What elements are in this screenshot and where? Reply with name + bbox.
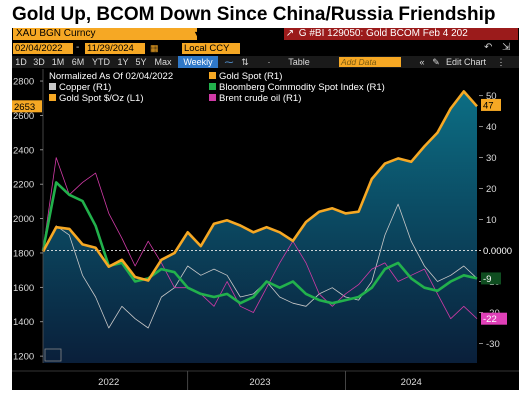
currency-select[interactable]: Local CCY <box>182 43 240 54</box>
y-left-tick-label: 2400 <box>13 145 34 156</box>
y-left-tick-label: 1800 <box>13 248 34 259</box>
end-date-field[interactable]: 11/29/2024 <box>85 43 145 54</box>
x-tick-label: 2023 <box>249 377 270 388</box>
copper-swatch <box>49 82 56 90</box>
y-left-tick-label: 1400 <box>13 317 34 328</box>
x-tick-label: 2022 <box>98 377 119 388</box>
brent-swatch <box>209 93 216 101</box>
chart-legend: Normalized As Of 02/04/2022 Gold Spot (R… <box>49 71 399 111</box>
gold-left-value-tag-box <box>12 100 42 113</box>
tab-3d[interactable]: 3D <box>33 57 45 67</box>
legend-label: Gold Spot $/Oz (L1) <box>59 93 144 104</box>
y-right-tick-label: 30 <box>486 153 497 164</box>
legend-label: Copper (R1) <box>59 82 112 93</box>
options-icon[interactable]: ⋮ <box>496 57 506 67</box>
export-icon[interactable]: ⇲ <box>502 42 511 53</box>
chart-title-bar: ↗ G #BI 129050: Gold BCOM Feb 4 202 <box>284 28 518 40</box>
legend-brent: Brent crude oil (R1) <box>209 93 301 104</box>
more-icon[interactable]: · <box>267 57 271 67</box>
add-data-input[interactable]: Add Data <box>339 57 401 67</box>
bloomberg-terminal: XAU BGN Curncy ▼ ↗ G #BI 129050: Gold BC… <box>12 28 519 390</box>
chart-type-mini-icon <box>44 348 62 362</box>
brent-right-value-tag: -22 <box>483 314 497 325</box>
gold-swatch <box>209 71 216 79</box>
toolbar: 1D 3D 1M 6M YTD 1Y 5Y Max Weekly ⁓ ⇅ · T… <box>12 56 519 68</box>
settings-icon[interactable]: ↗ <box>285 28 295 39</box>
bcom-swatch <box>209 82 216 90</box>
y-left-tick-label: 2200 <box>13 180 34 191</box>
chart-id-label: G #BI 129050: Gold BCOM Feb 4 202 <box>298 28 468 39</box>
y-right-tick-label: 10 <box>486 215 497 226</box>
gold-line <box>41 90 478 282</box>
table-button[interactable]: Table <box>288 57 310 67</box>
tab-1m[interactable]: 1M <box>51 57 65 67</box>
gold-left-value-tag: 2653 <box>14 102 35 113</box>
legend-gold-r1: Gold Spot (R1) <box>209 71 282 82</box>
compare-icon[interactable]: ⇅ <box>241 57 249 67</box>
brent-right-value-tag-box <box>481 312 507 325</box>
chart-type-icon[interactable]: ⁓ <box>224 57 234 67</box>
bcom-right-value-tag-box <box>481 272 501 285</box>
tab-1d[interactable]: 1D <box>15 57 27 67</box>
date-bar: 02/04/2022 - 11/29/2024 ▦ Local CCY ↶ ⇲ <box>12 42 519 55</box>
tab-ytd[interactable]: YTD <box>92 57 110 67</box>
tab-max[interactable]: Max <box>154 57 172 67</box>
tab-1y[interactable]: 1Y <box>117 57 129 67</box>
gold-area-fill <box>43 91 477 364</box>
x-tick-label: 2024 <box>401 377 422 388</box>
chart-plot: 1200 1400 1600 1800 2000 2200 2400 2600 2800 -30 -… <box>12 69 519 390</box>
legend-label: Bloomberg Commodity Spot Index (R1) <box>219 82 385 93</box>
y-left-tick-label: 2800 <box>13 77 34 88</box>
legend-copper: Copper (R1) <box>49 82 111 93</box>
page-title: Gold Up, BCOM Down Since China/Russia Fr… <box>12 4 496 25</box>
bcom-right-value-tag: -9 <box>483 274 491 285</box>
y-right-tick-label: 20 <box>486 184 497 195</box>
start-date-field[interactable]: 02/04/2022 <box>13 43 73 54</box>
legend-gold-l1: Gold Spot $/Oz (L1) <box>49 93 143 104</box>
y-right-tick-label: 40 <box>486 122 497 133</box>
zero-value-tag-box <box>481 244 518 257</box>
y-right-tick-label: 50 <box>486 91 497 102</box>
collapse-icon[interactable]: « <box>419 57 425 67</box>
header-bar: XAU BGN Curncy ▼ ↗ G #BI 129050: Gold BC… <box>12 28 519 41</box>
frequency-select[interactable]: Weekly <box>178 56 218 68</box>
brent-line <box>42 157 478 320</box>
undo-icon[interactable]: ↶ <box>484 42 493 53</box>
calendar-icon[interactable]: ▦ <box>150 43 159 53</box>
tab-6m[interactable]: 6M <box>71 57 85 67</box>
edit-icon[interactable]: ✎ <box>432 57 440 67</box>
tab-5y[interactable]: 5Y <box>135 57 147 67</box>
gold-right-value-tag: 47 <box>483 100 494 111</box>
y-right-tick-label: -30 <box>486 339 500 350</box>
dropdown-arrow-icon[interactable]: ▼ <box>193 29 202 39</box>
y-left-tick-label: 1600 <box>13 283 34 294</box>
y-left-tick-label: 1200 <box>13 352 34 363</box>
security-field[interactable]: XAU BGN Curncy <box>13 28 197 40</box>
edit-chart-button[interactable]: Edit Chart <box>445 57 487 67</box>
legend-note: Normalized As Of 02/04/2022 <box>49 71 174 82</box>
legend-label: Gold Spot (R1) <box>219 71 283 82</box>
legend-label: Brent crude oil (R1) <box>219 93 302 104</box>
y-left-tick-label: 2600 <box>13 111 34 122</box>
y-left-tick-label: 2000 <box>13 214 34 225</box>
date-separator: - <box>76 42 80 53</box>
gold-right-value-tag-box <box>481 98 501 111</box>
gold-swatch <box>49 93 56 101</box>
zero-value-tag: 0.0000 <box>483 246 512 257</box>
legend-bcom: Bloomberg Commodity Spot Index (R1) <box>209 82 385 93</box>
